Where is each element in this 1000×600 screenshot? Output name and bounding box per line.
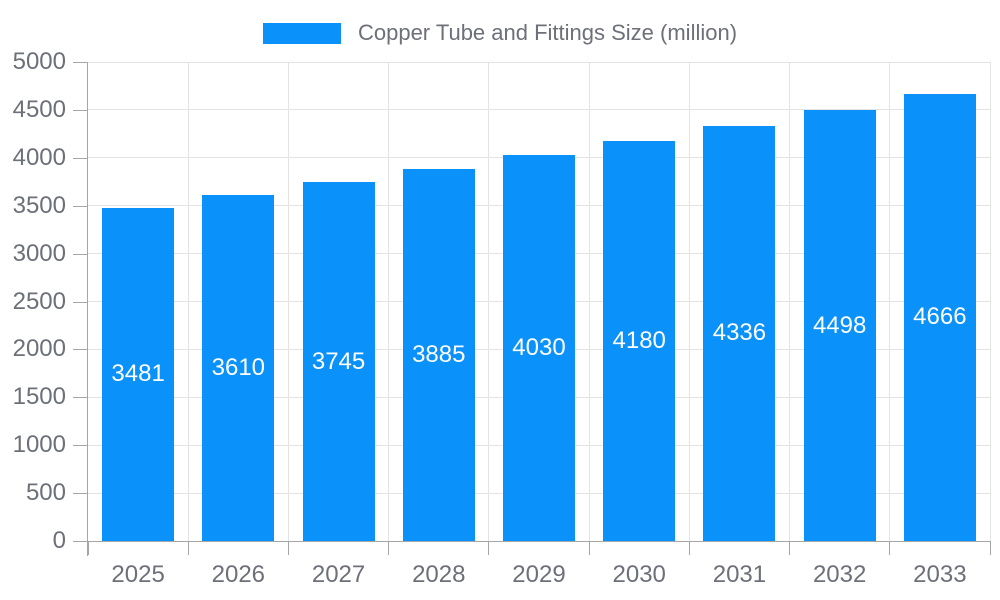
bar-2031[interactable]: 4336 — [703, 125, 776, 541]
x-axis-label: 2026 — [211, 561, 266, 588]
x-tick — [87, 541, 89, 555]
bar-value-label: 3745 — [311, 347, 366, 375]
bar-value-label: 4030 — [512, 333, 566, 361]
v-gridline — [989, 62, 991, 541]
bar-2032[interactable]: 4498 — [803, 110, 876, 541]
x-tick — [488, 541, 490, 555]
bar-value-label: 4498 — [812, 311, 867, 339]
x-tick — [588, 541, 590, 555]
legend-item[interactable]: Copper Tube and Fittings Size (million) — [0, 20, 1000, 46]
x-tick — [287, 541, 289, 555]
x-tick — [187, 541, 189, 555]
x-axis-label: 2027 — [311, 561, 366, 588]
bar-value-label: 3481 — [111, 360, 165, 388]
bar-value-label: 4666 — [913, 303, 967, 331]
y-axis-label: 4500 — [12, 95, 66, 123]
x-tick — [889, 541, 891, 555]
v-gridline — [187, 62, 189, 541]
bar-value-label: 4336 — [712, 319, 767, 347]
v-gridline — [488, 62, 490, 541]
bar-2025[interactable]: 3481 — [102, 207, 175, 541]
x-axis-label: 2033 — [913, 561, 967, 588]
y-tick — [73, 397, 88, 399]
y-axis-label: 5000 — [12, 48, 66, 75]
x-axis-label: 2030 — [612, 561, 666, 588]
bar-value-label: 3610 — [211, 354, 266, 382]
v-gridline — [287, 62, 289, 541]
x-axis-label: 2032 — [812, 561, 867, 588]
y-axis-label: 2500 — [12, 287, 66, 315]
y-tick — [73, 253, 88, 255]
y-tick — [73, 157, 88, 159]
y-tick — [73, 493, 88, 495]
x-axis-line — [73, 541, 990, 542]
bar-value-label: 3885 — [412, 340, 466, 368]
x-tick — [388, 541, 390, 555]
v-gridline — [789, 62, 791, 541]
y-axis-label: 0 — [52, 527, 66, 554]
y-axis-label: 3000 — [12, 239, 66, 267]
x-axis-label: 2025 — [111, 561, 165, 588]
y-axis-label: 1500 — [12, 383, 66, 411]
y-axis-label: 4000 — [12, 143, 66, 171]
y-tick — [73, 109, 88, 111]
y-tick — [73, 301, 88, 303]
y-tick — [73, 541, 88, 542]
h-gridline — [88, 109, 990, 111]
x-axis-label: 2029 — [512, 561, 566, 588]
legend-label: Copper Tube and Fittings Size (million) — [357, 20, 738, 45]
x-tick — [989, 541, 991, 555]
bar-2029[interactable]: 4030 — [503, 154, 575, 541]
bar-2027[interactable]: 3745 — [302, 182, 375, 541]
bar-2030[interactable]: 4180 — [603, 140, 676, 541]
y-axis-label: 3500 — [12, 191, 66, 219]
v-gridline — [688, 62, 690, 541]
v-gridline — [588, 62, 590, 541]
h-gridline — [88, 61, 990, 63]
y-axis-line — [87, 62, 88, 556]
v-gridline — [388, 62, 390, 541]
y-tick — [73, 205, 88, 207]
bar-2028[interactable]: 3885 — [402, 168, 475, 541]
bar-value-label: 4180 — [612, 326, 666, 354]
x-axis-label: 2028 — [412, 561, 466, 588]
y-axis-label: 1000 — [12, 431, 66, 459]
bar-2033[interactable]: 4666 — [903, 93, 976, 541]
legend-swatch — [262, 22, 341, 44]
y-tick — [73, 349, 88, 351]
bar-2026[interactable]: 3610 — [202, 195, 275, 541]
x-axis-label: 2031 — [712, 561, 767, 588]
x-tick — [688, 541, 690, 555]
v-gridline — [889, 62, 891, 541]
y-axis-label: 2000 — [12, 335, 66, 363]
y-tick — [73, 445, 88, 447]
x-tick — [789, 541, 791, 555]
y-tick — [73, 62, 88, 63]
y-axis-label: 500 — [25, 479, 66, 507]
